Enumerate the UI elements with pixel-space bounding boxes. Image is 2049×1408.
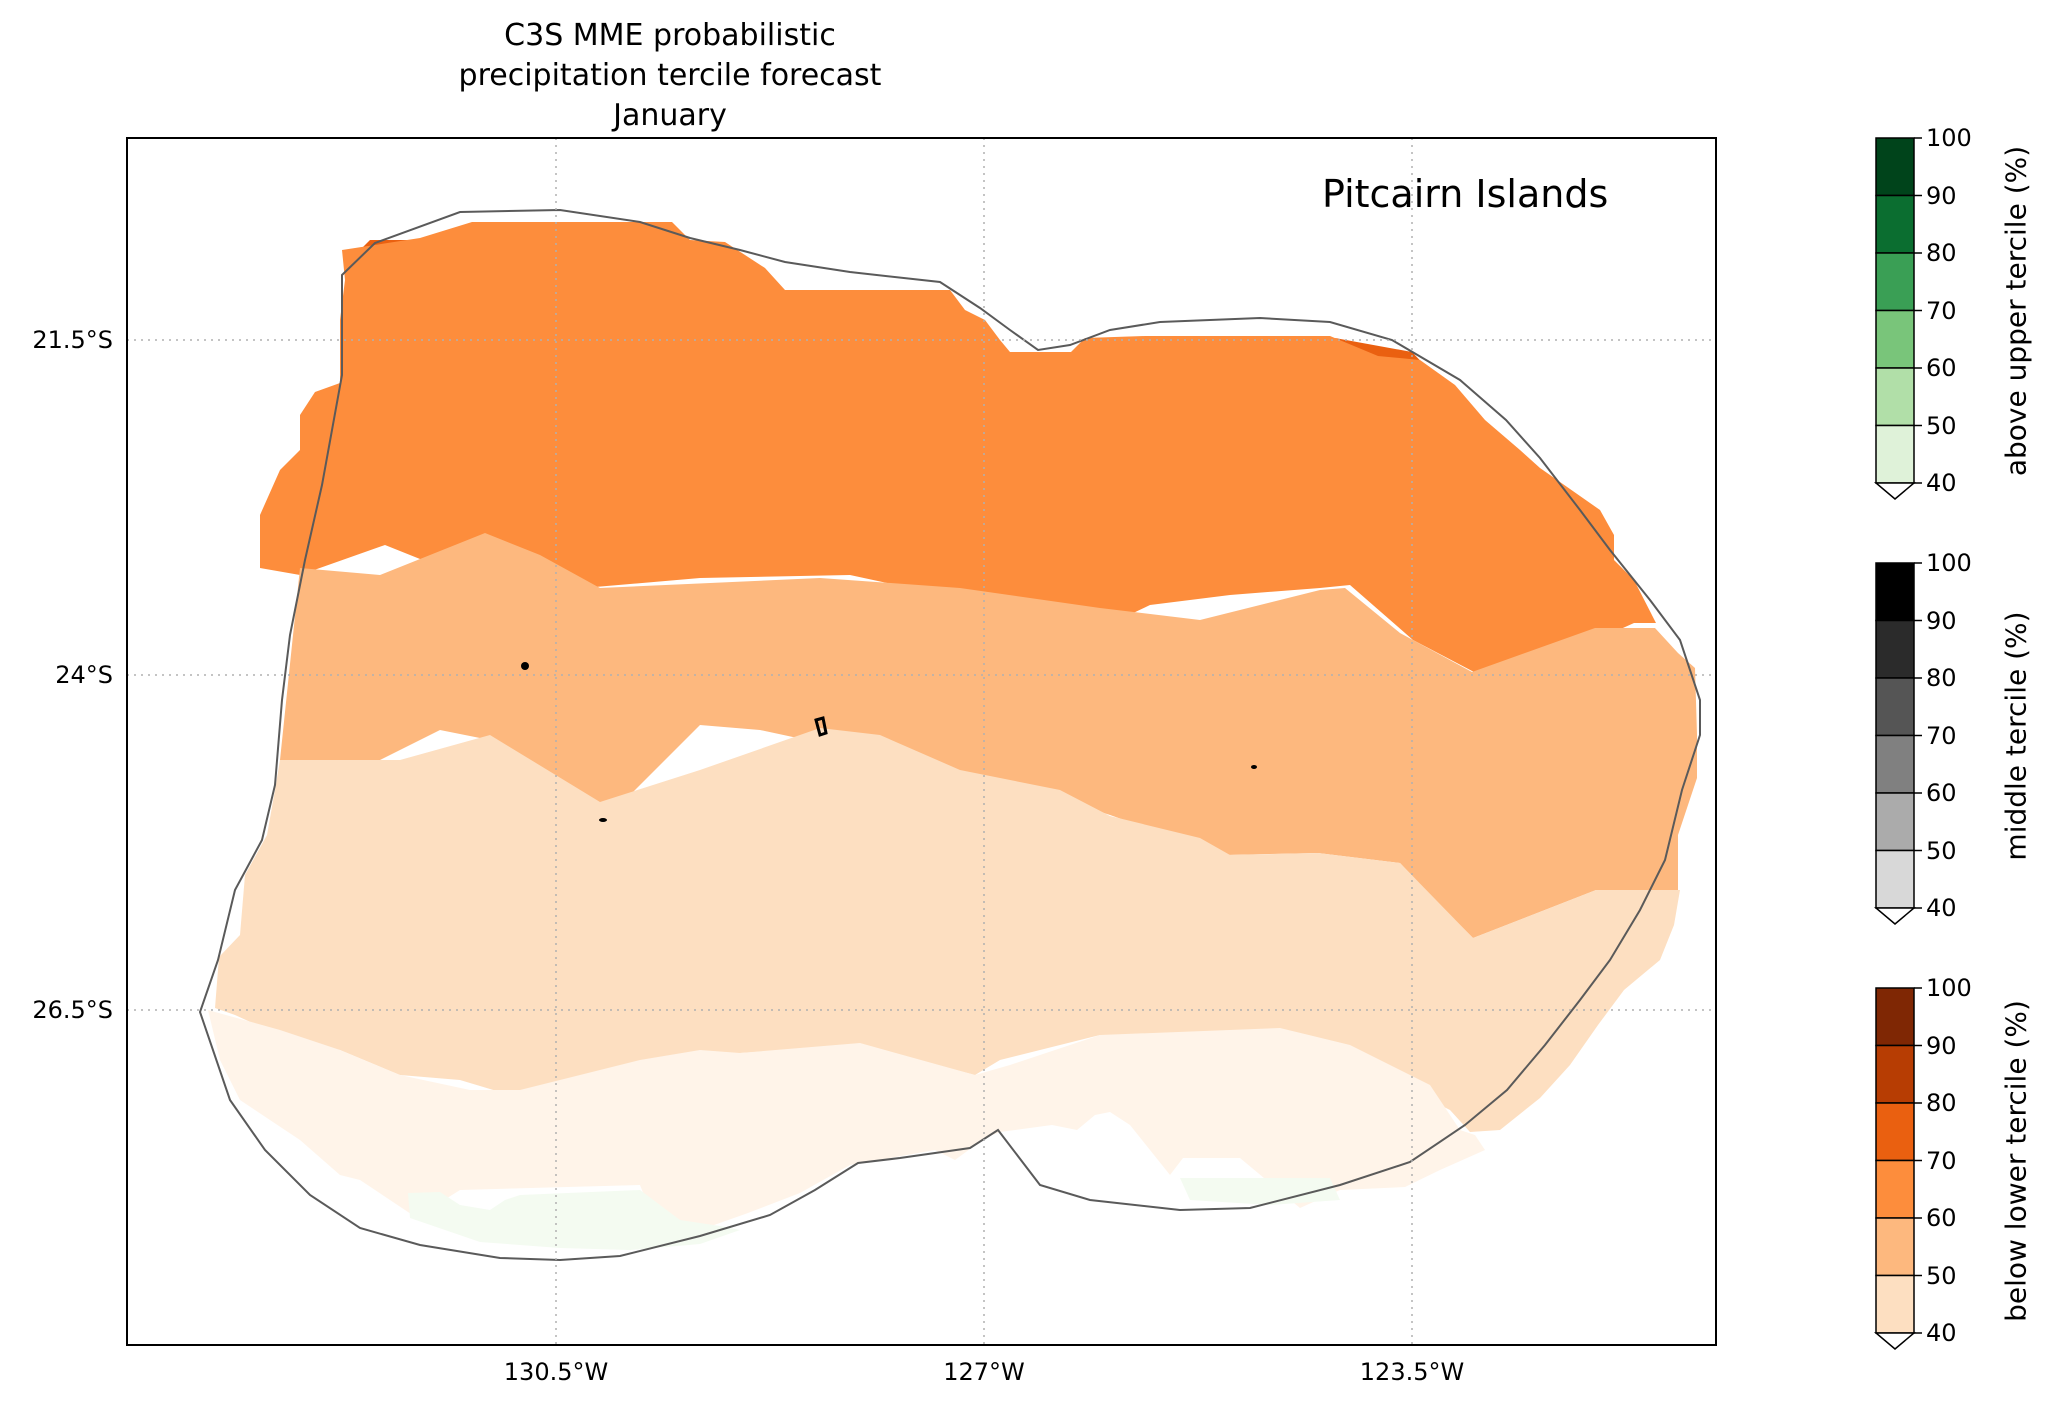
- above-upper-colorbar-tick-label: 90: [1926, 181, 1957, 210]
- region-outline: [198, 208, 1701, 1262]
- above-upper-colorbar-segment: [1875, 424, 1915, 484]
- below-lower-colorbar-extend: [1873, 1332, 1917, 1350]
- above-upper-colorbar-segment: [1875, 194, 1915, 254]
- middle-colorbar-tick-label: 40: [1926, 894, 1957, 922]
- island-2: [814, 716, 828, 737]
- band-green-east: [1180, 1178, 1340, 1205]
- region-label: Pitcairn Islands: [1322, 172, 1609, 216]
- below-lower-colorbar-tick-label: 60: [1926, 1204, 1957, 1232]
- above-upper-colorbar-title: above upper tercile (%): [1999, 145, 2033, 476]
- lat-label-21-5: 21.5°S: [32, 326, 113, 354]
- below-lower-colorbar-tick-label: 90: [1926, 1031, 1957, 1060]
- middle-colorbar-title: middle tercile (%): [1999, 610, 2033, 861]
- band-green-west: [408, 1190, 740, 1250]
- band-33-40: [208, 1010, 1485, 1230]
- above-upper-colorbar-tick-label: 100: [1926, 124, 1972, 152]
- below-lower-colorbar-tick-label: 100: [1926, 974, 1972, 1002]
- below-lower-colorbar-segment: [1875, 1159, 1915, 1219]
- title-line-2: precipitation tercile forecast: [458, 58, 882, 93]
- below-lower-colorbar-segment: [1875, 1102, 1915, 1162]
- band-60-70: [260, 222, 1656, 672]
- above-upper-colorbar-segment: [1875, 252, 1915, 312]
- middle-colorbar-segment: [1875, 849, 1915, 909]
- middle-colorbar-extend: [1873, 907, 1917, 925]
- island-3: [1251, 765, 1257, 769]
- below-lower-colorbar-segment: [1875, 1274, 1915, 1334]
- gridlines: [127, 138, 1716, 1345]
- island-4: [599, 818, 607, 822]
- lon-label-130-5: 130.5°W: [503, 1358, 609, 1386]
- lon-label-127: 127°W: [943, 1358, 1025, 1386]
- middle-colorbar-tick-label: 80: [1926, 664, 1957, 692]
- below-lower-colorbar-tick-label: 70: [1926, 1146, 1957, 1175]
- below-lower-colorbar-tick-label: 40: [1926, 1319, 1957, 1347]
- above-upper-colorbar-tick-label: 50: [1926, 411, 1957, 440]
- below-lower-colorbar-tick-label: 50: [1926, 1261, 1957, 1290]
- below-lower-colorbar-tick-label: 80: [1926, 1089, 1957, 1117]
- above-upper-colorbar-tick-label: 80: [1926, 239, 1957, 267]
- above-upper-colorbar-tick-label: 60: [1926, 354, 1957, 382]
- above-upper-colorbar-extend: [1873, 482, 1917, 500]
- chart-title: C3S MME probabilistic precipitation terc…: [420, 16, 920, 136]
- above-upper-colorbar-segment: [1875, 367, 1915, 427]
- band-50-60: [280, 533, 1697, 938]
- middle-colorbar-tick-label: 90: [1926, 606, 1957, 635]
- below-lower-colorbar-segment: [1875, 1217, 1915, 1277]
- above-upper-colorbar-tick-label: 40: [1926, 469, 1957, 497]
- colorbars: [1873, 137, 1922, 1350]
- map-frame: [126, 137, 1717, 1346]
- forecast-field: [127, 138, 1716, 1345]
- title-line-3: January: [613, 98, 727, 133]
- below-lower-colorbar-title: below lower tercile (%): [1999, 999, 2033, 1322]
- island-1: [521, 662, 529, 670]
- middle-colorbar-segment: [1875, 734, 1915, 794]
- lon-label-123-5: 123.5°W: [1359, 1358, 1465, 1386]
- above-upper-colorbar-segment: [1875, 309, 1915, 369]
- lat-label-26-5: 26.5°S: [32, 996, 113, 1024]
- above-upper-colorbar-segment: [1875, 137, 1915, 197]
- title-line-1: C3S MME probabilistic: [504, 18, 836, 53]
- below-lower-colorbar-segment: [1875, 987, 1915, 1047]
- middle-colorbar-segment: [1875, 619, 1915, 679]
- middle-colorbar-tick-label: 100: [1926, 549, 1972, 577]
- below-lower-colorbar-segment: [1875, 1044, 1915, 1104]
- middle-colorbar-segment: [1875, 562, 1915, 622]
- middle-colorbar-tick-label: 50: [1926, 836, 1957, 865]
- middle-colorbar-segment: [1875, 792, 1915, 852]
- above-upper-colorbar-tick-label: 70: [1926, 296, 1957, 325]
- middle-colorbar-segment: [1875, 677, 1915, 737]
- middle-colorbar-tick-label: 70: [1926, 721, 1957, 750]
- middle-colorbar-tick-label: 60: [1926, 779, 1957, 807]
- band-40-50: [215, 728, 1680, 1132]
- lat-label-24: 24°S: [55, 661, 113, 689]
